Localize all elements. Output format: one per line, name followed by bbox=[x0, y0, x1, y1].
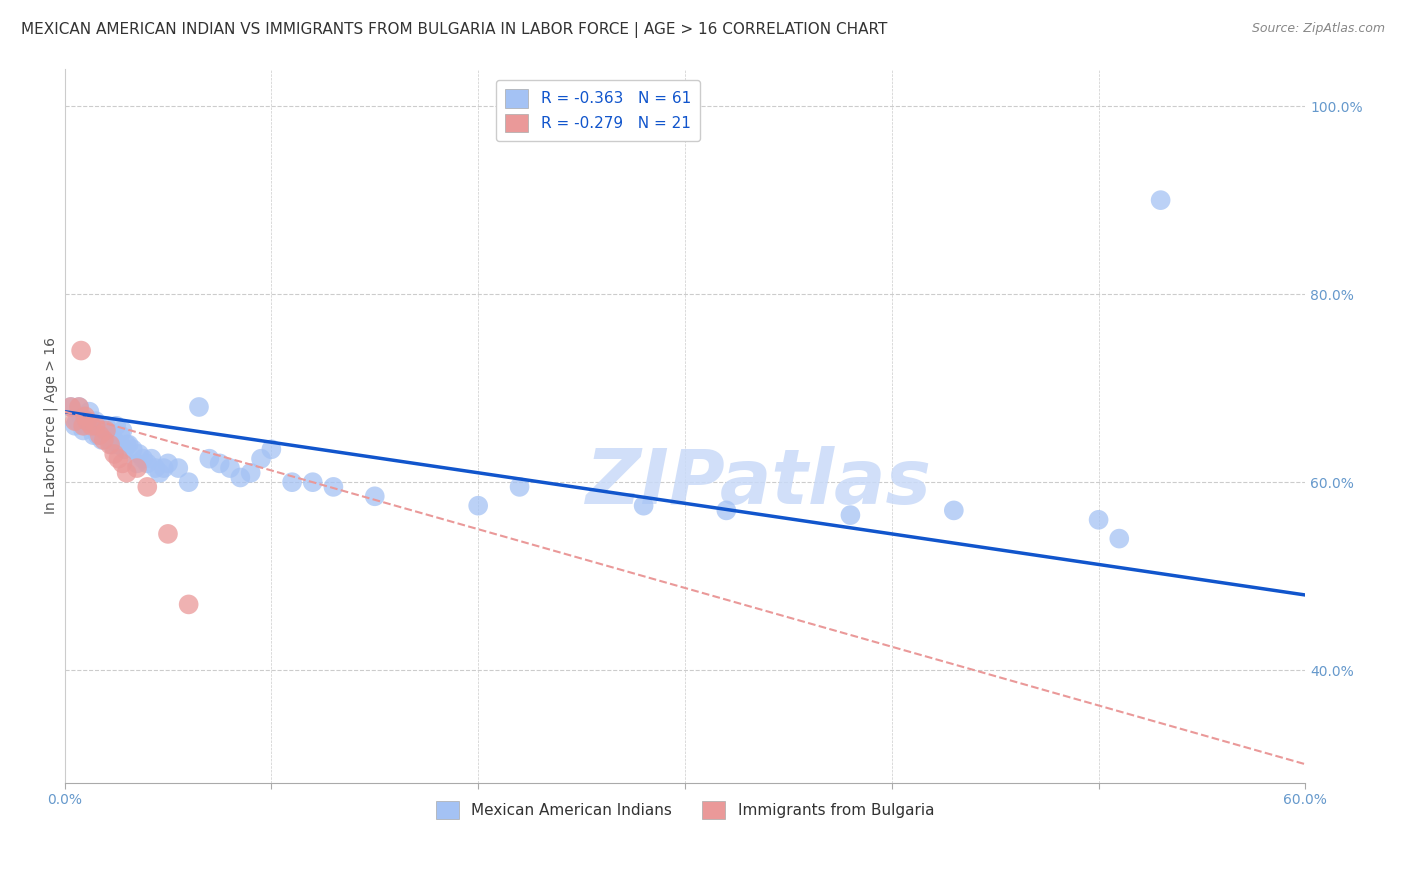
Point bbox=[105, 418, 128, 433]
Point bbox=[188, 400, 211, 414]
Point bbox=[76, 414, 98, 428]
Point bbox=[94, 418, 117, 433]
Point bbox=[467, 499, 489, 513]
Point bbox=[80, 418, 103, 433]
Point bbox=[84, 418, 107, 433]
Y-axis label: In Labor Force | Age > 16: In Labor Force | Age > 16 bbox=[44, 337, 58, 515]
Point bbox=[301, 475, 323, 490]
Point bbox=[229, 470, 252, 484]
Point bbox=[125, 461, 148, 475]
Point bbox=[250, 451, 273, 466]
Point bbox=[107, 451, 129, 466]
Point bbox=[177, 598, 200, 612]
Point bbox=[83, 428, 105, 442]
Point bbox=[101, 437, 124, 451]
Point bbox=[59, 400, 82, 414]
Point bbox=[1108, 532, 1130, 546]
Point bbox=[75, 409, 97, 424]
Point bbox=[156, 456, 179, 470]
Point bbox=[84, 414, 107, 428]
Point bbox=[70, 409, 93, 424]
Point bbox=[364, 489, 387, 503]
Point bbox=[110, 428, 132, 442]
Point bbox=[633, 499, 655, 513]
Point bbox=[94, 424, 117, 438]
Point bbox=[839, 508, 862, 522]
Point bbox=[90, 433, 112, 447]
Point bbox=[1149, 193, 1171, 207]
Point bbox=[72, 418, 94, 433]
Point bbox=[509, 480, 531, 494]
Point bbox=[136, 480, 159, 494]
Point bbox=[67, 400, 90, 414]
Point bbox=[198, 451, 221, 466]
Point bbox=[75, 418, 97, 433]
Point bbox=[76, 414, 98, 428]
Point bbox=[125, 456, 148, 470]
Point bbox=[260, 442, 283, 457]
Point bbox=[93, 433, 115, 447]
Point bbox=[115, 466, 138, 480]
Point bbox=[716, 503, 738, 517]
Point bbox=[70, 343, 93, 358]
Point bbox=[97, 428, 120, 442]
Point bbox=[114, 442, 136, 457]
Text: MEXICAN AMERICAN INDIAN VS IMMIGRANTS FROM BULGARIA IN LABOR FORCE | AGE > 16 CO: MEXICAN AMERICAN INDIAN VS IMMIGRANTS FR… bbox=[21, 22, 887, 38]
Point bbox=[239, 466, 262, 480]
Point bbox=[67, 400, 90, 414]
Point bbox=[79, 405, 101, 419]
Point bbox=[322, 480, 344, 494]
Point bbox=[219, 461, 242, 475]
Point bbox=[153, 461, 176, 475]
Point bbox=[177, 475, 200, 490]
Point bbox=[93, 424, 115, 438]
Point bbox=[80, 418, 103, 433]
Point bbox=[89, 428, 111, 442]
Point bbox=[149, 466, 172, 480]
Point bbox=[86, 428, 108, 442]
Point bbox=[59, 400, 82, 414]
Text: Source: ZipAtlas.com: Source: ZipAtlas.com bbox=[1251, 22, 1385, 36]
Point bbox=[111, 424, 134, 438]
Point bbox=[72, 424, 94, 438]
Point bbox=[63, 414, 86, 428]
Point bbox=[136, 456, 159, 470]
Point bbox=[156, 527, 179, 541]
Point bbox=[208, 456, 231, 470]
Point bbox=[1087, 513, 1109, 527]
Point bbox=[128, 447, 150, 461]
Point bbox=[118, 437, 141, 451]
Point bbox=[132, 451, 155, 466]
Point bbox=[145, 461, 167, 475]
Point bbox=[107, 437, 129, 451]
Point bbox=[167, 461, 190, 475]
Point bbox=[942, 503, 965, 517]
Text: ZIPatlas: ZIPatlas bbox=[586, 446, 932, 520]
Point bbox=[141, 451, 163, 466]
Point bbox=[121, 442, 143, 457]
Point bbox=[115, 437, 138, 451]
Point bbox=[103, 433, 125, 447]
Point bbox=[98, 433, 121, 447]
Point bbox=[111, 456, 134, 470]
Point bbox=[89, 424, 111, 438]
Point bbox=[98, 437, 121, 451]
Point bbox=[66, 414, 89, 428]
Point bbox=[63, 418, 86, 433]
Point bbox=[281, 475, 304, 490]
Legend: Mexican American Indians, Immigrants from Bulgaria: Mexican American Indians, Immigrants fro… bbox=[430, 795, 941, 825]
Point bbox=[103, 447, 125, 461]
